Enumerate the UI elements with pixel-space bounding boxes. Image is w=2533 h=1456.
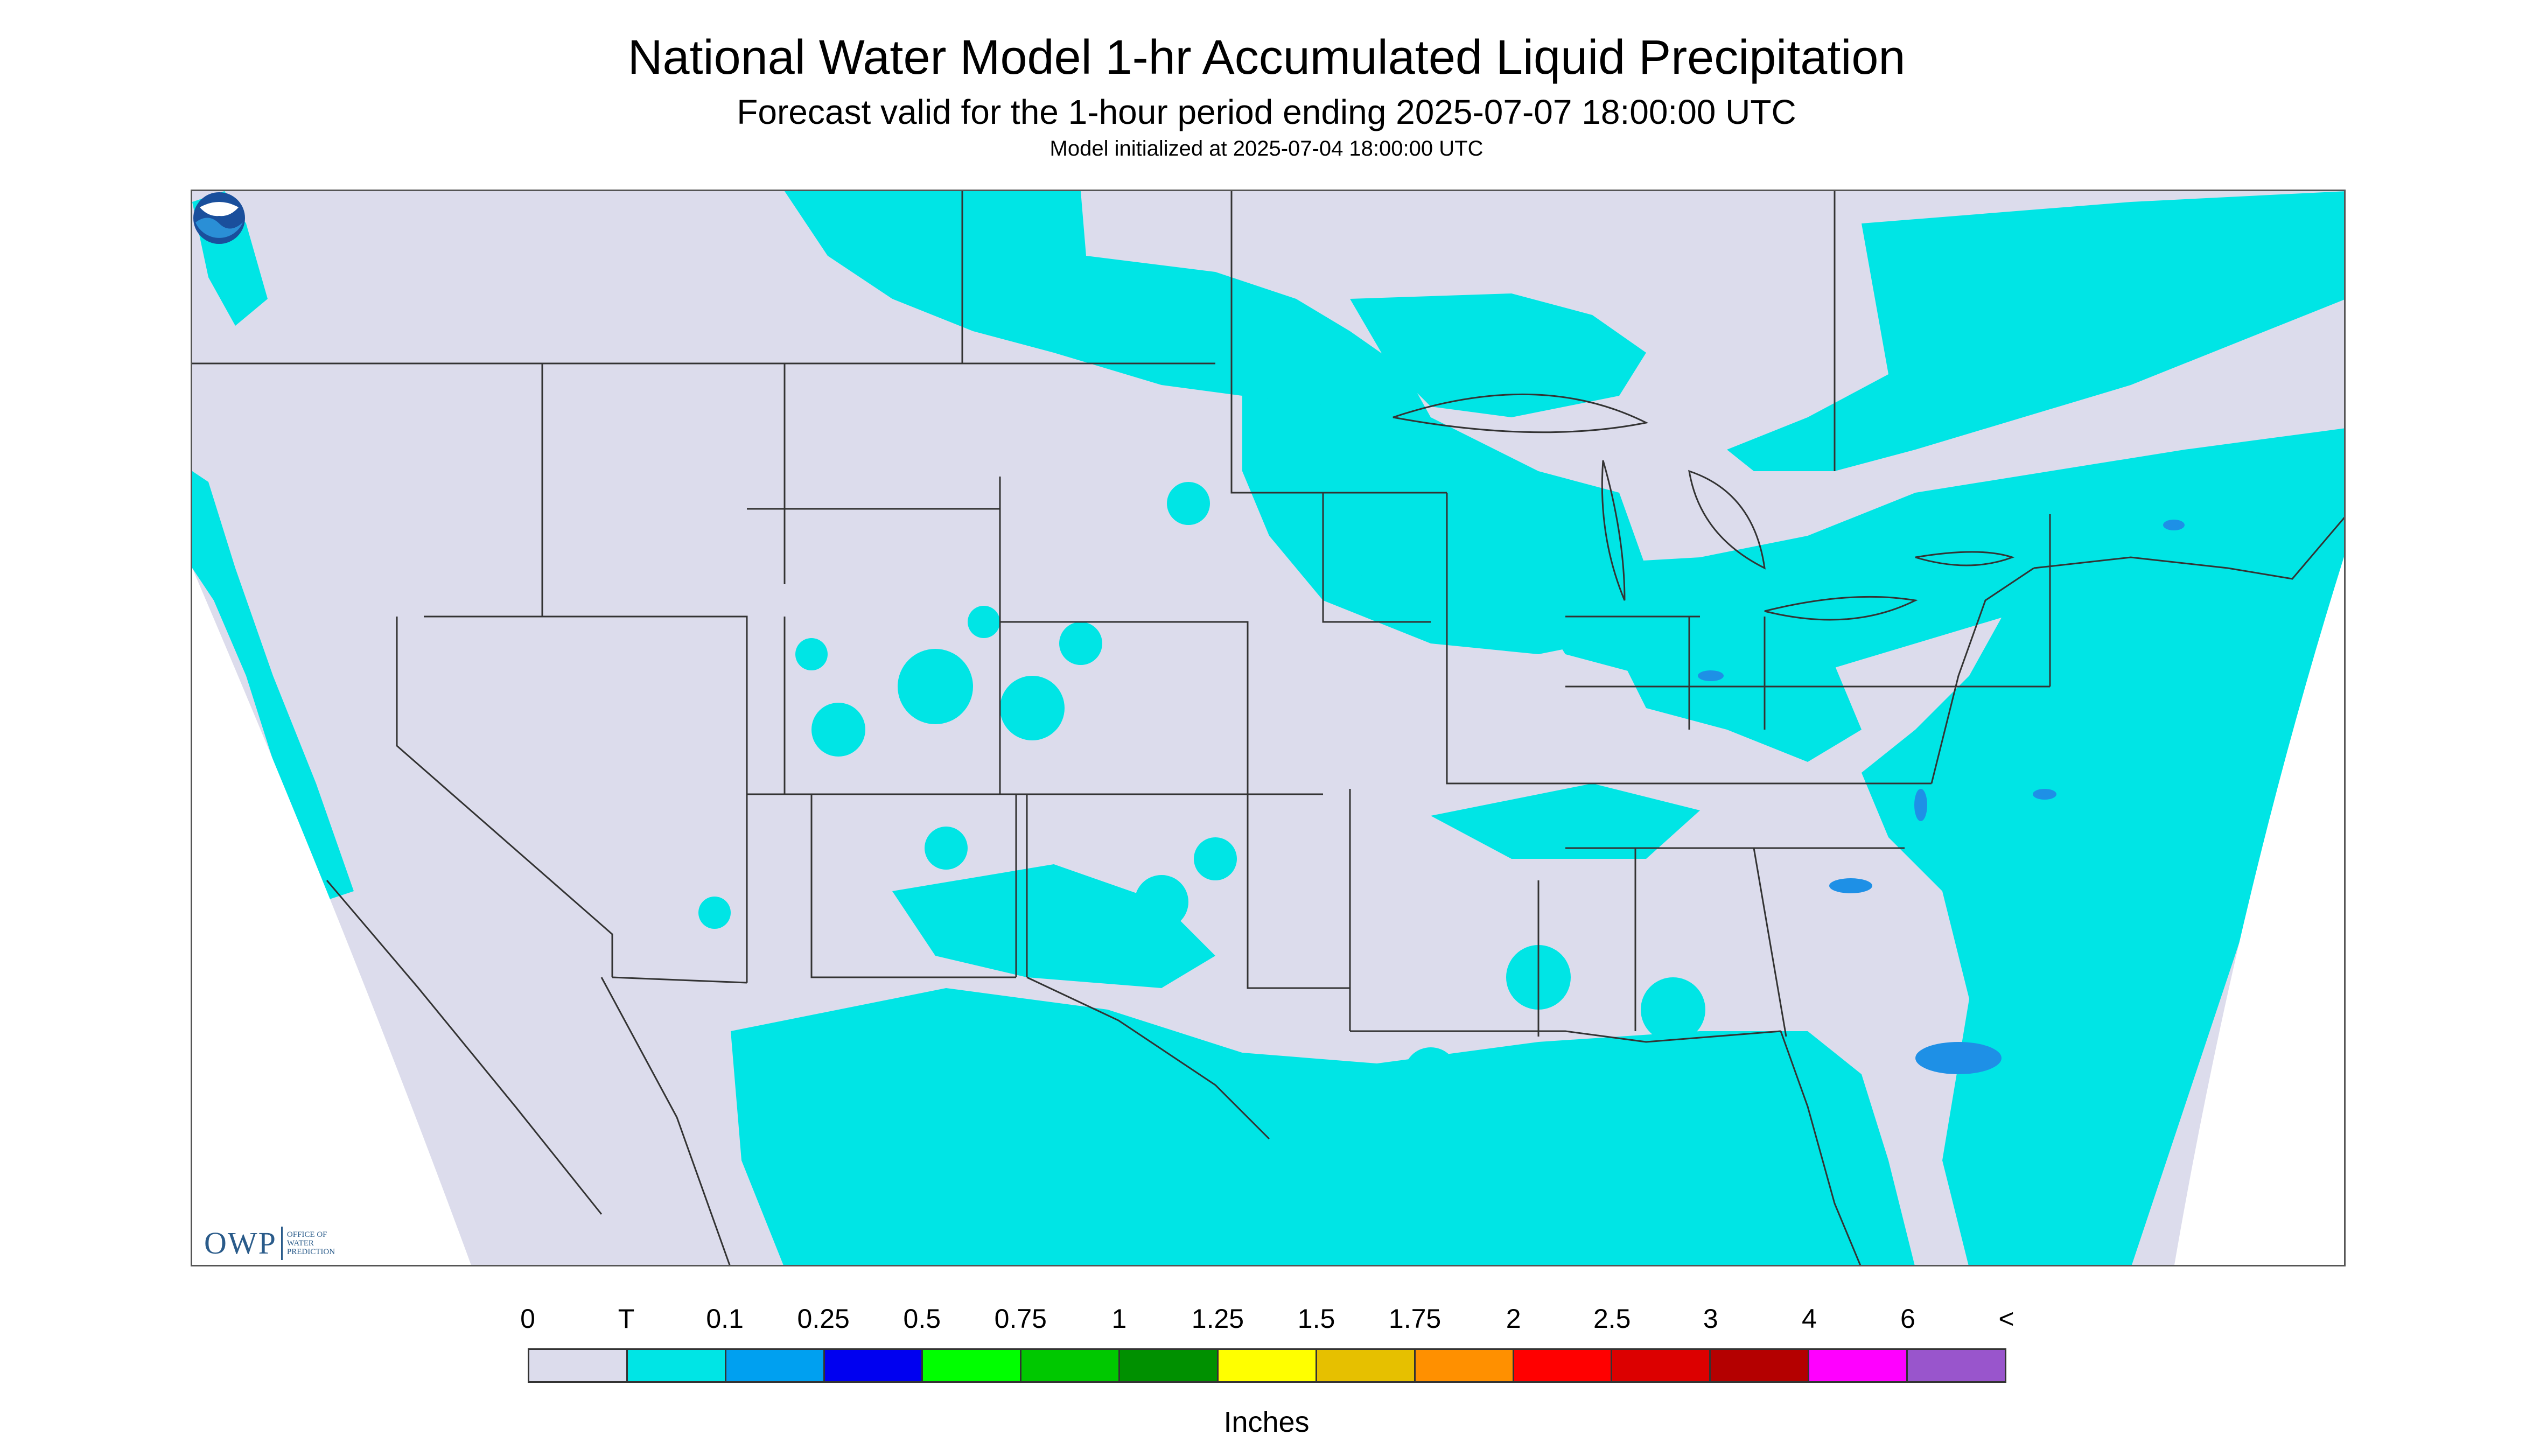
legend-swatch — [824, 1350, 923, 1381]
legend-label: < — [1998, 1304, 2014, 1334]
legend-label: 0.5 — [903, 1304, 941, 1334]
model-init-text: Model initialized at 2025-07-04 18:00:00… — [1049, 137, 1484, 160]
boundary-lines — [192, 191, 2344, 1265]
legend-swatch — [1612, 1350, 1711, 1381]
legend-label: 3 — [1703, 1304, 1718, 1334]
map-canvas — [192, 191, 2344, 1265]
legend-label: 1.75 — [1388, 1304, 1442, 1334]
legend-label: 0.75 — [994, 1304, 1047, 1334]
legend-swatch — [1514, 1350, 1613, 1381]
legend-swatch — [1908, 1350, 2005, 1381]
heavier-precipitation — [1698, 520, 2185, 1074]
legend-swatch — [1809, 1350, 1908, 1381]
legend-label: 1.25 — [1191, 1304, 1244, 1334]
precipitation-map: OWP OFFICE OF WATER PREDICTION — [191, 190, 2346, 1266]
legend-label: 6 — [1900, 1304, 1915, 1334]
legend-swatch — [726, 1350, 825, 1381]
legend-swatch — [923, 1350, 1022, 1381]
owp-logo-divider — [281, 1226, 283, 1260]
legend-label: 0.25 — [797, 1304, 850, 1334]
projection-mask — [192, 557, 2344, 1265]
legend-label: 1 — [1111, 1304, 1127, 1334]
noaa-logo-icon — [193, 192, 245, 244]
legend-label: T — [618, 1304, 635, 1334]
legend-swatch — [627, 1350, 726, 1381]
legend-labels: 0 T 0.1 0.25 0.5 0.75 1 1.25 1.5 1.75 2 2.5 3 4 6 < — [512, 1303, 2019, 1335]
legend-swatch — [1317, 1350, 1416, 1381]
legend-colorbar — [528, 1348, 2006, 1383]
great-lakes — [1393, 393, 2015, 621]
owp-logo-mark: OWP — [204, 1226, 277, 1261]
legend-label: 4 — [1801, 1304, 1817, 1334]
legend-units: Inches — [1223, 1406, 1310, 1438]
legend-swatch — [1415, 1350, 1514, 1381]
legend-label: 2 — [1506, 1304, 1521, 1334]
legend-label: 0 — [520, 1304, 535, 1334]
map-title: National Water Model 1-hr Accumulated Li… — [627, 31, 1906, 85]
legend-label: 1.5 — [1297, 1304, 1335, 1334]
legend-swatch — [529, 1350, 628, 1381]
legend-label: 2.5 — [1593, 1304, 1631, 1334]
legend-swatch — [1711, 1350, 1810, 1381]
legend-label: 0.1 — [706, 1304, 744, 1334]
owp-logo-subtext: OFFICE OF WATER PREDICTION — [286, 1230, 335, 1256]
legend-swatch — [1219, 1350, 1317, 1381]
map-subtitle: Forecast valid for the 1-hour period end… — [737, 93, 1796, 131]
owp-logo: OWP OFFICE OF WATER PREDICTION — [204, 1225, 362, 1261]
legend-swatch — [1021, 1350, 1121, 1381]
precipitation-areas — [192, 191, 2344, 1265]
legend-swatch — [1120, 1350, 1219, 1381]
